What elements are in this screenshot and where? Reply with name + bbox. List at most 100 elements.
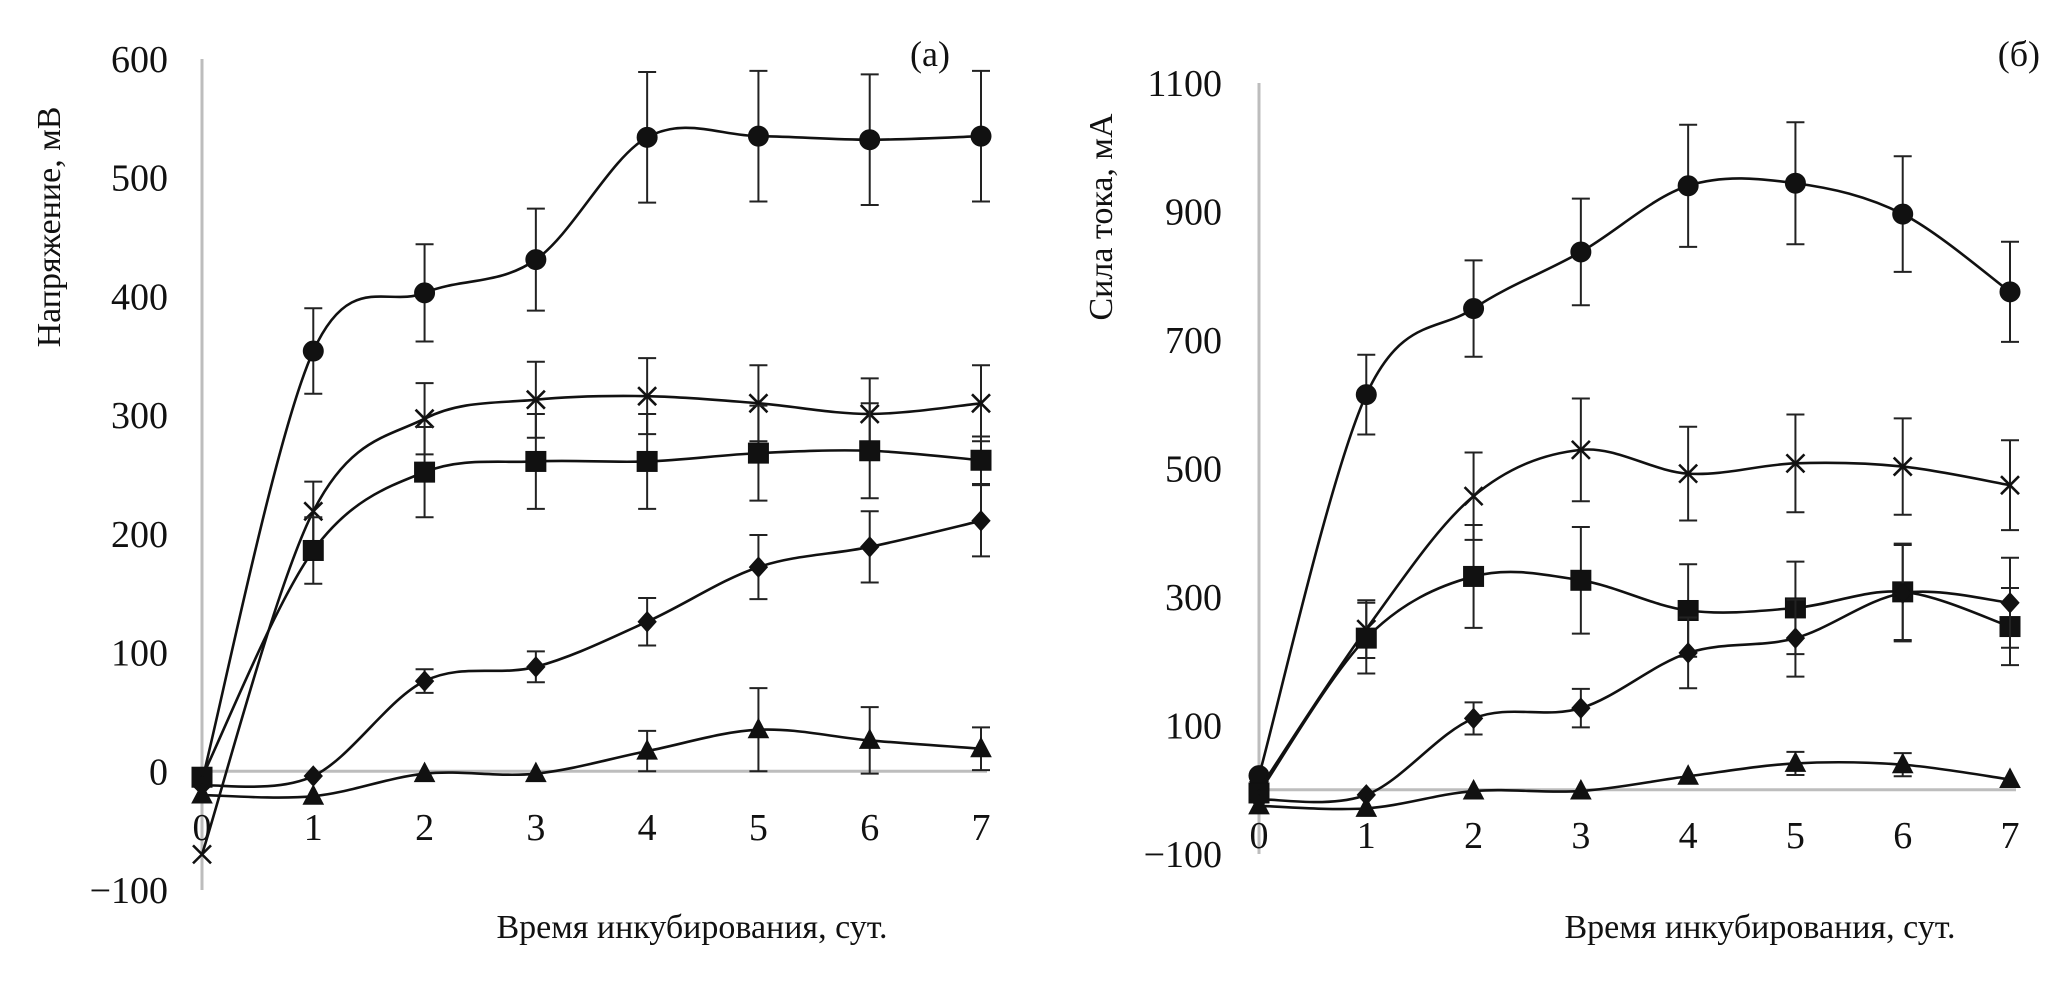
data-point-circle [1355,384,1377,406]
x-tick-label: 3 [1571,815,1590,857]
series-square [191,402,992,788]
data-point-cross [1892,456,1913,477]
series-line [1257,570,2011,794]
series-circle [1248,121,2021,787]
data-point-diamond [1785,627,1806,649]
data-point-square [859,440,881,462]
data-point-cross [2000,475,2020,496]
data-point-square [747,442,769,464]
data-point-triangle [747,717,770,739]
y-tick-label: 300 [111,395,168,437]
panel-label-b: (б) [1998,34,2040,74]
series-circle [191,69,992,792]
y-tick-label: −100 [90,870,168,912]
x-axis-title-b: Время инкубирования, сут. [1564,909,1955,946]
data-point-diamond [414,670,435,692]
data-point-diamond [860,536,880,558]
data-point-cross [748,393,769,414]
data-point-cross [192,844,212,865]
data-point-circle [1784,172,1806,194]
data-point-triangle [1248,793,1270,815]
data-point-square [970,449,992,471]
data-point-diamond [748,556,769,578]
x-tick-label: 3 [526,807,545,849]
y-tick-label: 700 [1165,320,1222,362]
data-point-circle [1677,175,1699,197]
x-tick-label: 2 [415,807,434,849]
x-tick-label: 1 [1357,815,1376,857]
data-point-cross [637,386,658,407]
data-point-triangle [1355,796,1378,817]
series-triangle [1248,750,2021,817]
data-point-triangle [191,782,213,804]
data-point-circle [747,125,769,147]
y-tick-label: 900 [1165,192,1222,234]
data-point-triangle [413,761,436,783]
y-tick-label: 600 [111,39,168,81]
y-tick-label: 1100 [1147,63,1222,105]
data-point-triangle [1570,778,1592,800]
data-point-square [414,461,436,483]
x-tick-label: 2 [1464,815,1483,857]
y-axis-title-b: Сила тока, мА [1083,113,1120,320]
data-point-circle [525,249,547,271]
data-point-triangle [1677,764,1699,785]
data-point-triangle [302,784,325,805]
y-tick-label: 0 [149,751,168,793]
series-line [201,519,982,788]
data-point-triangle [525,761,547,783]
data-point-circle [636,126,658,148]
series-line [1257,448,2011,791]
x-tick-label: 6 [860,807,879,849]
y-tick-label: 300 [1165,577,1222,619]
y-tick-label: 200 [111,514,168,556]
chart-b: (б) Сила тока, мА Время инкубирования, с… [1083,34,2040,946]
y-tick-label: 400 [111,276,168,318]
data-point-triangle [1784,751,1807,772]
data-point-diamond [637,610,657,633]
data-point-diamond [971,510,991,532]
data-point-diamond [1893,582,1913,604]
y-tick-label: 100 [1165,706,1222,748]
data-point-square [302,539,324,561]
series-line [1258,760,2011,811]
x-tick-label: 5 [749,807,768,849]
data-point-triangle [1462,778,1485,800]
data-point-circle [1999,281,2021,303]
data-point-circle [414,282,436,304]
series-line [200,394,982,855]
data-point-cross [1463,486,1484,507]
data-point-cross [414,408,435,429]
x-tick-label: 6 [1893,815,1912,857]
x-tick-label: 7 [972,807,991,849]
y-tick-label: −100 [1144,834,1222,876]
data-point-triangle [636,739,658,760]
y-tick-label: 100 [111,633,168,675]
data-point-circle [859,129,881,151]
x-tick-label: 7 [2001,815,2020,857]
x-tick-label: 1 [304,807,323,849]
data-point-diamond [303,765,323,787]
series-line [1258,590,2011,804]
y-tick-label: 500 [111,158,168,200]
data-point-triangle [970,736,992,758]
data-point-square [1355,627,1377,649]
data-point-cross [1570,439,1591,460]
series-square [1248,524,2021,804]
x-tick-label: 4 [638,807,657,849]
data-point-cross [1785,453,1806,474]
series-line [1257,177,2011,776]
data-point-cross [525,389,546,410]
data-point-cross [971,393,991,414]
data-point-circle [1892,203,1914,225]
data-point-cross [1678,463,1699,484]
y-axis-title-a: Напряжение, мВ [31,107,68,348]
data-point-square [1463,565,1485,587]
data-point-circle [970,125,992,147]
data-point-diamond [1678,642,1698,664]
x-tick-label: 0 [1250,815,1269,857]
x-tick-label: 0 [193,807,212,849]
data-point-circle [302,340,324,362]
series-diamond [192,484,991,797]
